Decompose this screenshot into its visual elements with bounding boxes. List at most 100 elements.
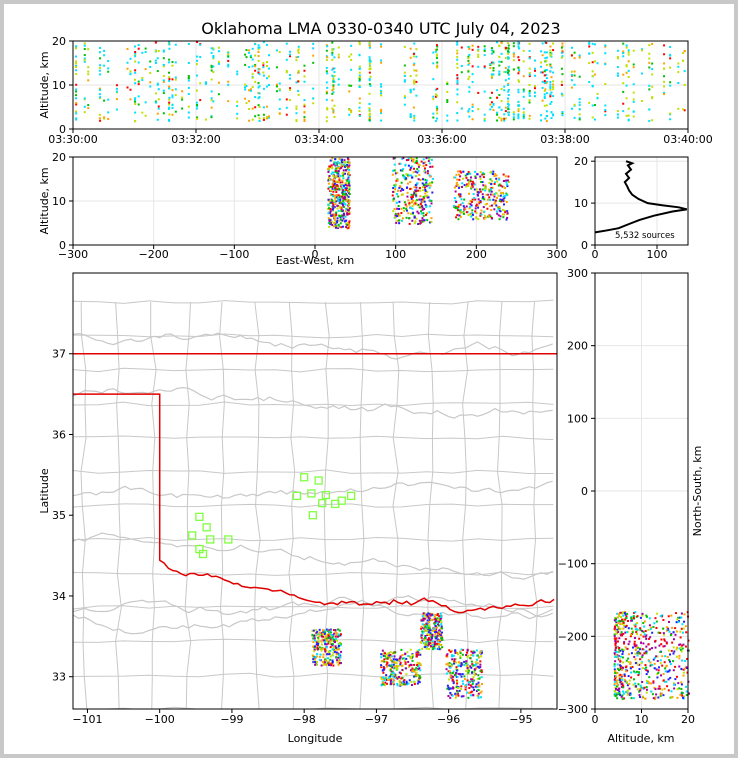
source-point [456, 101, 459, 104]
source-point [347, 167, 350, 170]
source-point [379, 83, 382, 86]
source-point [439, 627, 442, 630]
source-point [467, 78, 470, 81]
source-point [404, 653, 407, 656]
source-point [401, 169, 404, 172]
source-point [289, 88, 292, 91]
source-point [640, 686, 643, 689]
source-point [417, 212, 420, 215]
source-point [409, 187, 412, 190]
source-point [617, 688, 620, 691]
source-point [543, 80, 546, 83]
source-point [154, 49, 157, 52]
ew-tick-label: 200 [466, 248, 487, 261]
source-point [434, 635, 437, 638]
source-point [498, 183, 501, 186]
source-point [262, 41, 265, 44]
source-point [479, 190, 482, 193]
source-point [391, 666, 394, 669]
source-point [328, 636, 331, 639]
source-point [403, 679, 406, 682]
source-point [637, 663, 640, 666]
source-point [338, 662, 341, 665]
source-point [346, 227, 349, 230]
source-point [398, 676, 401, 679]
source-point [685, 631, 688, 634]
source-point [648, 88, 651, 91]
source-point [492, 61, 495, 64]
source-point [642, 648, 645, 651]
source-point [474, 175, 477, 178]
source-point [668, 630, 671, 633]
source-point [437, 642, 440, 645]
source-point [244, 63, 247, 66]
source-point [471, 209, 474, 212]
source-point [439, 614, 442, 617]
source-point [422, 630, 425, 633]
source-point [449, 675, 452, 678]
source-point [405, 216, 408, 219]
source-point [426, 219, 429, 222]
source-point [528, 75, 531, 78]
source-point [456, 690, 459, 693]
source-point [618, 687, 621, 690]
source-point [449, 665, 452, 668]
source-point [325, 640, 328, 643]
source-point [171, 64, 174, 67]
longitude-tick-label: −100 [145, 713, 175, 726]
source-point [87, 73, 90, 76]
source-point [431, 640, 434, 643]
source-point [503, 213, 506, 216]
source-point [614, 640, 617, 643]
source-point [204, 81, 207, 84]
source-point [460, 648, 463, 651]
source-point [368, 41, 371, 44]
source-point [528, 89, 531, 92]
source-point [329, 646, 332, 649]
source-point [330, 214, 333, 217]
source-point [350, 53, 353, 56]
source-point [431, 635, 434, 638]
source-point [669, 53, 672, 56]
source-point [490, 188, 493, 191]
source-point [126, 47, 129, 50]
source-point [295, 81, 298, 84]
source-point [342, 189, 345, 192]
source-point [297, 45, 300, 48]
source-point [313, 657, 316, 660]
source-point [75, 73, 78, 76]
source-point [467, 696, 470, 699]
source-point [341, 210, 344, 213]
ew-tick-label: 0 [312, 248, 319, 261]
source-point [467, 70, 470, 73]
source-point [406, 186, 409, 189]
source-point [347, 175, 350, 178]
source-point [657, 696, 660, 699]
source-point [641, 687, 644, 690]
source-point [278, 98, 281, 101]
source-point [348, 190, 351, 193]
source-point [497, 214, 500, 217]
source-point [432, 629, 435, 632]
source-point [679, 646, 682, 649]
source-point [326, 86, 329, 89]
source-point [419, 653, 422, 656]
source-point [677, 62, 680, 65]
source-point [625, 114, 628, 117]
county-line [115, 302, 122, 709]
source-point [591, 61, 594, 64]
source-point [496, 41, 499, 44]
source-point [455, 173, 458, 176]
source-point [174, 88, 177, 91]
source-point [332, 75, 335, 78]
source-point [642, 642, 645, 645]
source-point [424, 171, 427, 174]
source-point [666, 627, 669, 630]
source-point [436, 112, 439, 115]
source-point [424, 188, 427, 191]
source-point [341, 180, 344, 183]
source-point [333, 56, 336, 59]
source-point [667, 670, 670, 673]
source-point [503, 195, 506, 198]
